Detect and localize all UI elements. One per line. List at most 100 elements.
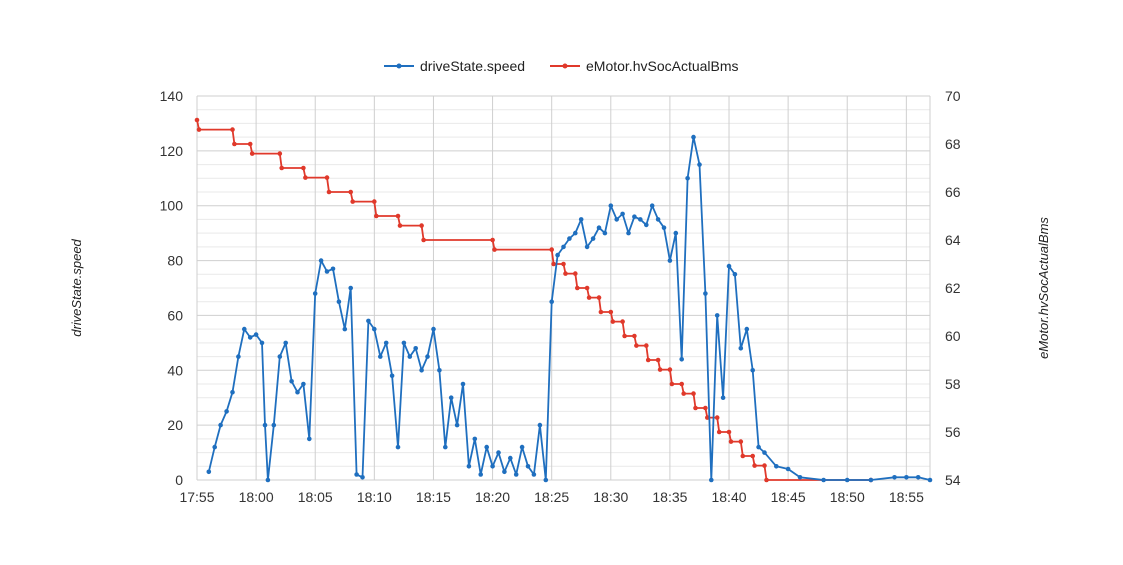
data-point (573, 230, 578, 236)
data-point (892, 475, 897, 480)
data-point (249, 151, 255, 156)
y-left-tick-label: 120 (160, 143, 184, 159)
data-point (262, 422, 268, 428)
data-point (218, 422, 223, 428)
data-point (561, 261, 566, 267)
data-point (484, 444, 490, 450)
data-point (673, 230, 679, 236)
data-point (703, 405, 708, 411)
y-left-axis-title: driveState.speed (69, 238, 84, 336)
data-point (301, 381, 306, 387)
data-point (421, 237, 426, 243)
data-point (638, 217, 643, 222)
data-point (797, 475, 803, 480)
x-tick-label: 18:35 (652, 489, 687, 505)
data-point (626, 230, 631, 236)
data-point (301, 165, 306, 171)
data-point (312, 291, 318, 296)
data-point (407, 354, 413, 359)
data-point (622, 333, 627, 339)
data-point (401, 340, 407, 346)
data-point (508, 455, 513, 461)
data-point (608, 309, 614, 315)
data-point (279, 165, 285, 171)
data-point (750, 368, 755, 373)
data-point (366, 318, 371, 324)
x-ticks: 17:55 18:00 18:05 18:10 18:15 18:20 18:25 18:30… (179, 489, 924, 505)
data-point (472, 436, 478, 442)
legend-soc-marker (562, 63, 568, 69)
y-left-tick-label: 100 (160, 198, 184, 214)
y-left-tick-label: 140 (160, 88, 184, 104)
data-point (649, 203, 655, 208)
data-point (578, 217, 584, 222)
y-left-tick-label: 60 (167, 307, 183, 323)
data-point (596, 225, 602, 230)
data-point (703, 291, 708, 296)
data-point (271, 422, 277, 428)
data-point (657, 367, 663, 372)
data-point (584, 285, 590, 291)
data-point (318, 258, 324, 263)
data-point (324, 269, 330, 274)
y-left-tick-label: 0 (175, 472, 183, 488)
y-right-tick-label: 64 (945, 232, 961, 248)
legend-soc-label: eMotor.hvSocActualBms (586, 58, 739, 74)
data-point (224, 409, 229, 414)
data-point (342, 326, 348, 332)
data-point (744, 326, 750, 332)
x-tick-label: 18:55 (889, 489, 924, 505)
data-point (614, 217, 619, 222)
data-point (336, 299, 342, 305)
data-point (927, 477, 933, 483)
data-point (632, 214, 637, 219)
data-point (645, 357, 651, 363)
y-right-axis-title: eMotor.hvSocActualBms (1036, 217, 1051, 359)
data-point (634, 343, 639, 348)
y-right-tick-label: 70 (945, 88, 961, 104)
data-point (720, 395, 726, 401)
data-point (265, 477, 271, 483)
data-point (492, 247, 497, 252)
data-point (419, 223, 424, 228)
y-right-tick-label: 66 (945, 184, 961, 200)
data-point (525, 464, 531, 469)
data-point (632, 333, 637, 339)
data-point (259, 340, 265, 346)
data-point (448, 395, 454, 401)
data-point (206, 469, 212, 475)
data-point (236, 354, 241, 359)
data-point (350, 199, 356, 204)
data-point (389, 373, 395, 379)
data-point (762, 450, 767, 455)
x-tick-label: 18:15 (416, 489, 451, 505)
data-point (602, 230, 608, 236)
data-point (726, 263, 732, 269)
data-point (608, 203, 614, 208)
y-right-tick-label: 62 (945, 280, 961, 296)
series-soc (194, 117, 874, 483)
data-point (466, 464, 472, 469)
data-point (904, 475, 909, 480)
data-point (561, 244, 566, 250)
data-point (230, 389, 235, 395)
data-point (764, 477, 769, 483)
y-right-tick-label: 60 (945, 328, 961, 344)
series-line (207, 136, 931, 481)
data-point (868, 477, 874, 483)
y-left-tick-label: 40 (167, 362, 183, 378)
data-point (697, 162, 702, 167)
data-point (437, 368, 442, 373)
data-point (502, 469, 507, 475)
data-point (555, 252, 560, 258)
data-point (348, 285, 354, 291)
data-point (295, 389, 300, 395)
data-point (620, 319, 625, 324)
data-point (419, 368, 424, 373)
data-point (644, 343, 649, 348)
data-point (774, 464, 779, 469)
data-point (307, 436, 312, 442)
data-point (289, 379, 294, 384)
data-point (277, 354, 283, 359)
